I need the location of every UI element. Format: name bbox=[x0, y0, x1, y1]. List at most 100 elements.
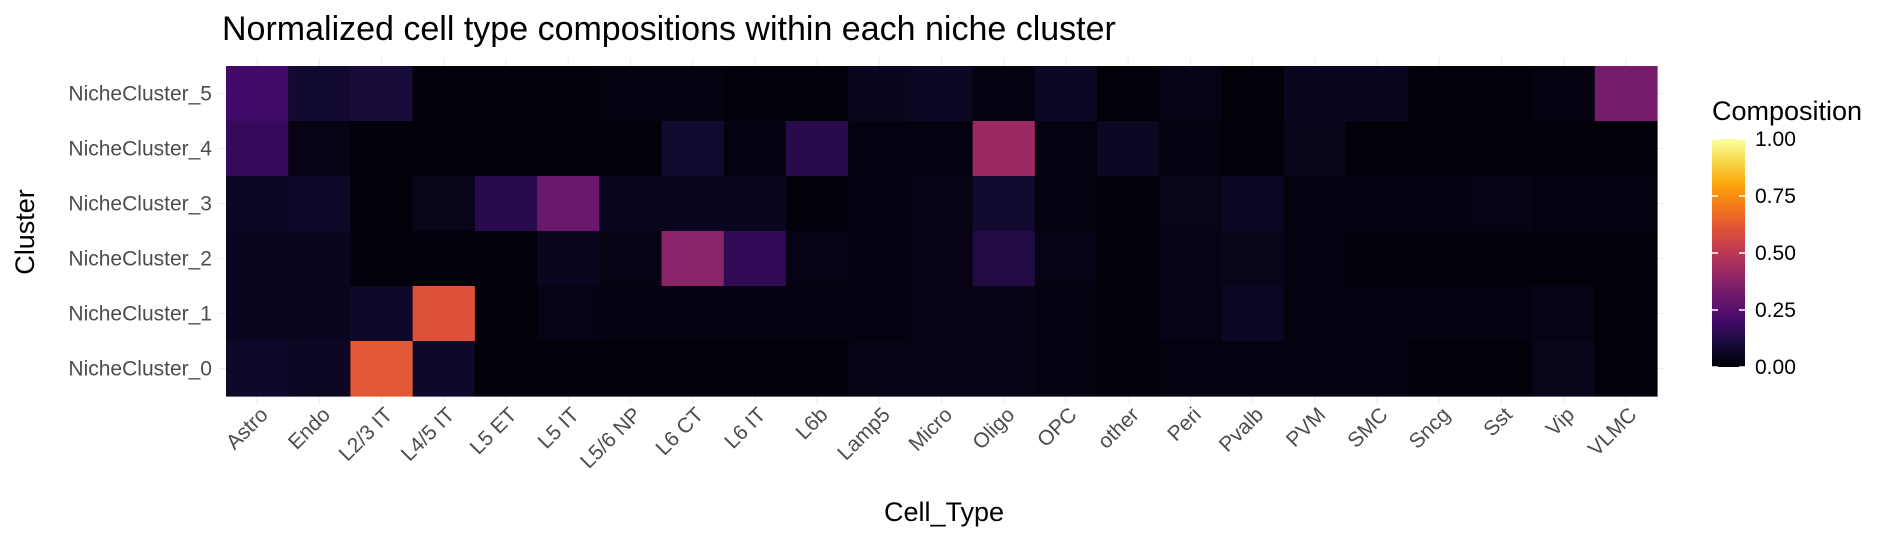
x-tick-label: Astro bbox=[222, 403, 273, 454]
heatmap-cell bbox=[848, 176, 911, 232]
heatmap-cell bbox=[910, 341, 974, 397]
heatmap-cell bbox=[226, 176, 289, 232]
heatmap-cell bbox=[1532, 121, 1596, 177]
heatmap-cell bbox=[723, 341, 787, 397]
heatmap-cell bbox=[1532, 341, 1596, 397]
x-tick-label: L4/5 IT bbox=[397, 403, 460, 466]
x-tick-label: L5/6 NP bbox=[576, 403, 646, 473]
heatmap-cell bbox=[972, 231, 1036, 287]
heatmap-cell bbox=[1283, 341, 1347, 397]
heatmap-cell bbox=[412, 231, 476, 287]
x-tick-label: Vip bbox=[1542, 403, 1579, 440]
heatmap-cell bbox=[1532, 231, 1596, 287]
heatmap-cell bbox=[972, 286, 1036, 342]
heatmap-cell bbox=[288, 286, 352, 342]
heatmap-cell bbox=[1159, 286, 1223, 342]
heatmap-cell bbox=[1345, 121, 1409, 177]
legend-tick-label: 0.50 bbox=[1755, 242, 1796, 265]
heatmap-cell bbox=[1159, 176, 1223, 232]
heatmap-cell bbox=[288, 176, 352, 232]
heatmap-cell bbox=[723, 231, 787, 287]
heatmap-cell bbox=[661, 121, 725, 177]
heatmap-cell bbox=[599, 341, 663, 397]
heatmap-cell bbox=[1221, 121, 1285, 177]
heatmap-cell bbox=[1594, 341, 1658, 397]
heatmap-cell bbox=[412, 286, 476, 342]
legend-tick-label: 0.75 bbox=[1755, 185, 1796, 208]
heatmap-cell bbox=[723, 66, 787, 122]
heatmap-cell bbox=[1283, 176, 1347, 232]
x-tick-label: L2/3 IT bbox=[335, 403, 398, 466]
heatmap-cell bbox=[1532, 176, 1596, 232]
heatmap-cell bbox=[599, 286, 663, 342]
heatmap-cell bbox=[848, 341, 911, 397]
x-tick-label: other bbox=[1094, 403, 1144, 453]
heatmap-cell bbox=[785, 286, 849, 342]
heatmap-cell bbox=[910, 121, 974, 177]
heatmap-cell bbox=[723, 121, 787, 177]
heatmap-cell bbox=[1408, 341, 1471, 397]
heatmap-cell bbox=[350, 176, 414, 232]
heatmap-cell bbox=[537, 286, 600, 342]
heatmap-cell bbox=[1470, 231, 1534, 287]
heatmap-cell bbox=[288, 66, 352, 122]
y-tick-label: NicheCluster_4 bbox=[68, 138, 212, 161]
heatmap-cell bbox=[226, 286, 289, 342]
heatmap-cell bbox=[412, 66, 476, 122]
heatmap-cell bbox=[474, 66, 538, 122]
heatmap-cell bbox=[350, 286, 414, 342]
heatmap-cell bbox=[785, 231, 849, 287]
heatmap-cell bbox=[226, 66, 289, 122]
heatmap-cell bbox=[474, 176, 538, 232]
heatmap-cell bbox=[599, 176, 663, 232]
heatmap-cell bbox=[1159, 341, 1223, 397]
heatmap-cell bbox=[785, 176, 849, 232]
x-tick-label: Oligo bbox=[968, 403, 1019, 454]
heatmap-cell bbox=[1034, 66, 1098, 122]
heatmap-cell bbox=[910, 176, 974, 232]
heatmap-cell bbox=[474, 341, 538, 397]
heatmap-cell bbox=[1408, 286, 1471, 342]
heatmap-cell bbox=[1594, 286, 1658, 342]
heatmap-cell bbox=[474, 121, 538, 177]
heatmap-cell bbox=[848, 66, 911, 122]
heatmap-cell bbox=[785, 66, 849, 122]
heatmap-cell bbox=[1097, 341, 1160, 397]
heatmap-cell bbox=[1470, 176, 1534, 232]
heatmap-cell bbox=[723, 176, 787, 232]
heatmap-cell bbox=[1034, 176, 1098, 232]
heatmap-cell bbox=[226, 121, 289, 177]
heatmap-cell bbox=[1097, 286, 1160, 342]
x-tick-label: VLMC bbox=[1584, 403, 1642, 461]
heatmap-cell bbox=[288, 341, 352, 397]
x-tick-label: Pvalb bbox=[1215, 403, 1268, 456]
heatmap-cell bbox=[910, 66, 974, 122]
heatmap-cell bbox=[412, 121, 476, 177]
heatmap-cell bbox=[1345, 286, 1409, 342]
legend-title: Composition bbox=[1712, 96, 1862, 126]
heatmap-cell bbox=[785, 121, 849, 177]
heatmap-cell bbox=[1283, 66, 1347, 122]
heatmap-cell bbox=[1097, 66, 1160, 122]
heatmap-cell bbox=[1221, 286, 1285, 342]
heatmap-cell bbox=[1221, 176, 1285, 232]
legend-tick-label: 0.25 bbox=[1755, 299, 1796, 322]
heatmap-cell bbox=[474, 286, 538, 342]
heatmap-cell bbox=[1221, 341, 1285, 397]
heatmap-cell bbox=[910, 231, 974, 287]
heatmap-cell bbox=[1594, 66, 1658, 122]
y-tick-label: NicheCluster_1 bbox=[68, 303, 212, 326]
heatmap-cell bbox=[1034, 121, 1098, 177]
heatmap-cell bbox=[1283, 286, 1347, 342]
x-tick-label: L6b bbox=[792, 403, 833, 444]
heatmap-cell bbox=[1408, 121, 1471, 177]
heatmap-cell bbox=[350, 121, 414, 177]
heatmap-cell bbox=[599, 121, 663, 177]
heatmap-cells bbox=[226, 66, 1658, 397]
heatmap-cell bbox=[1283, 231, 1347, 287]
x-tick-label: L6 CT bbox=[651, 403, 708, 460]
heatmap-cell bbox=[972, 176, 1036, 232]
heatmap-cell bbox=[1097, 176, 1160, 232]
